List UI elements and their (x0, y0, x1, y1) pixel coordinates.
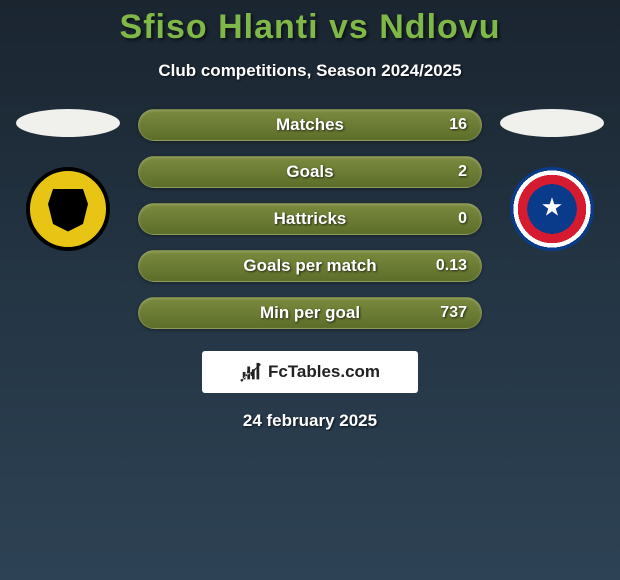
left-player-column (8, 109, 128, 251)
stats-list: Matches 16 Goals 2 Hattricks 0 Goals per… (128, 109, 492, 329)
stat-value: 2 (458, 163, 467, 181)
right-player-avatar (500, 109, 604, 137)
stat-label: Goals (286, 162, 333, 182)
stat-value: 0.13 (436, 257, 467, 275)
stat-label: Matches (276, 115, 344, 135)
stat-value: 16 (449, 116, 467, 134)
subtitle: Club competitions, Season 2024/2025 (0, 61, 620, 81)
stat-label: Min per goal (260, 303, 360, 323)
comparison-row: Matches 16 Goals 2 Hattricks 0 Goals per… (0, 109, 620, 329)
stat-row-hattricks: Hattricks 0 (138, 203, 482, 235)
stat-label: Goals per match (243, 256, 376, 276)
left-club-badge (26, 167, 110, 251)
stats-card: Sfiso Hlanti vs Ndlovu Club competitions… (0, 0, 620, 431)
right-player-column: ★ (492, 109, 612, 251)
brand-text: FcTables.com (268, 362, 380, 382)
stat-value: 0 (458, 210, 467, 228)
stat-row-min-per-goal: Min per goal 737 (138, 297, 482, 329)
page-title: Sfiso Hlanti vs Ndlovu (0, 8, 620, 47)
stat-value: 737 (440, 304, 467, 322)
star-icon: ★ (542, 195, 562, 221)
chart-icon (240, 361, 262, 383)
stat-label: Hattricks (274, 209, 347, 229)
stat-row-matches: Matches 16 (138, 109, 482, 141)
date-label: 24 february 2025 (0, 411, 620, 431)
brand-watermark: FcTables.com (202, 351, 418, 393)
stat-row-goals: Goals 2 (138, 156, 482, 188)
right-club-badge: ★ (510, 167, 594, 251)
stat-row-goals-per-match: Goals per match 0.13 (138, 250, 482, 282)
left-player-avatar (16, 109, 120, 137)
